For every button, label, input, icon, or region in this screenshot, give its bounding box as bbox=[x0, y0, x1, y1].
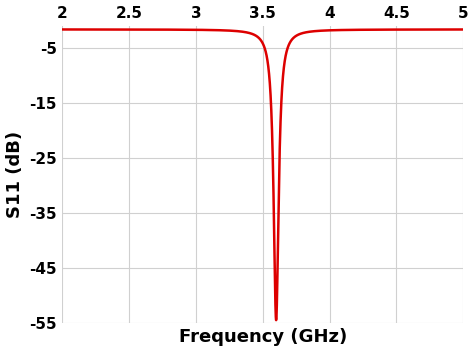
Y-axis label: S11 (dB): S11 (dB) bbox=[6, 131, 24, 218]
X-axis label: Frequency (GHz): Frequency (GHz) bbox=[179, 328, 347, 346]
